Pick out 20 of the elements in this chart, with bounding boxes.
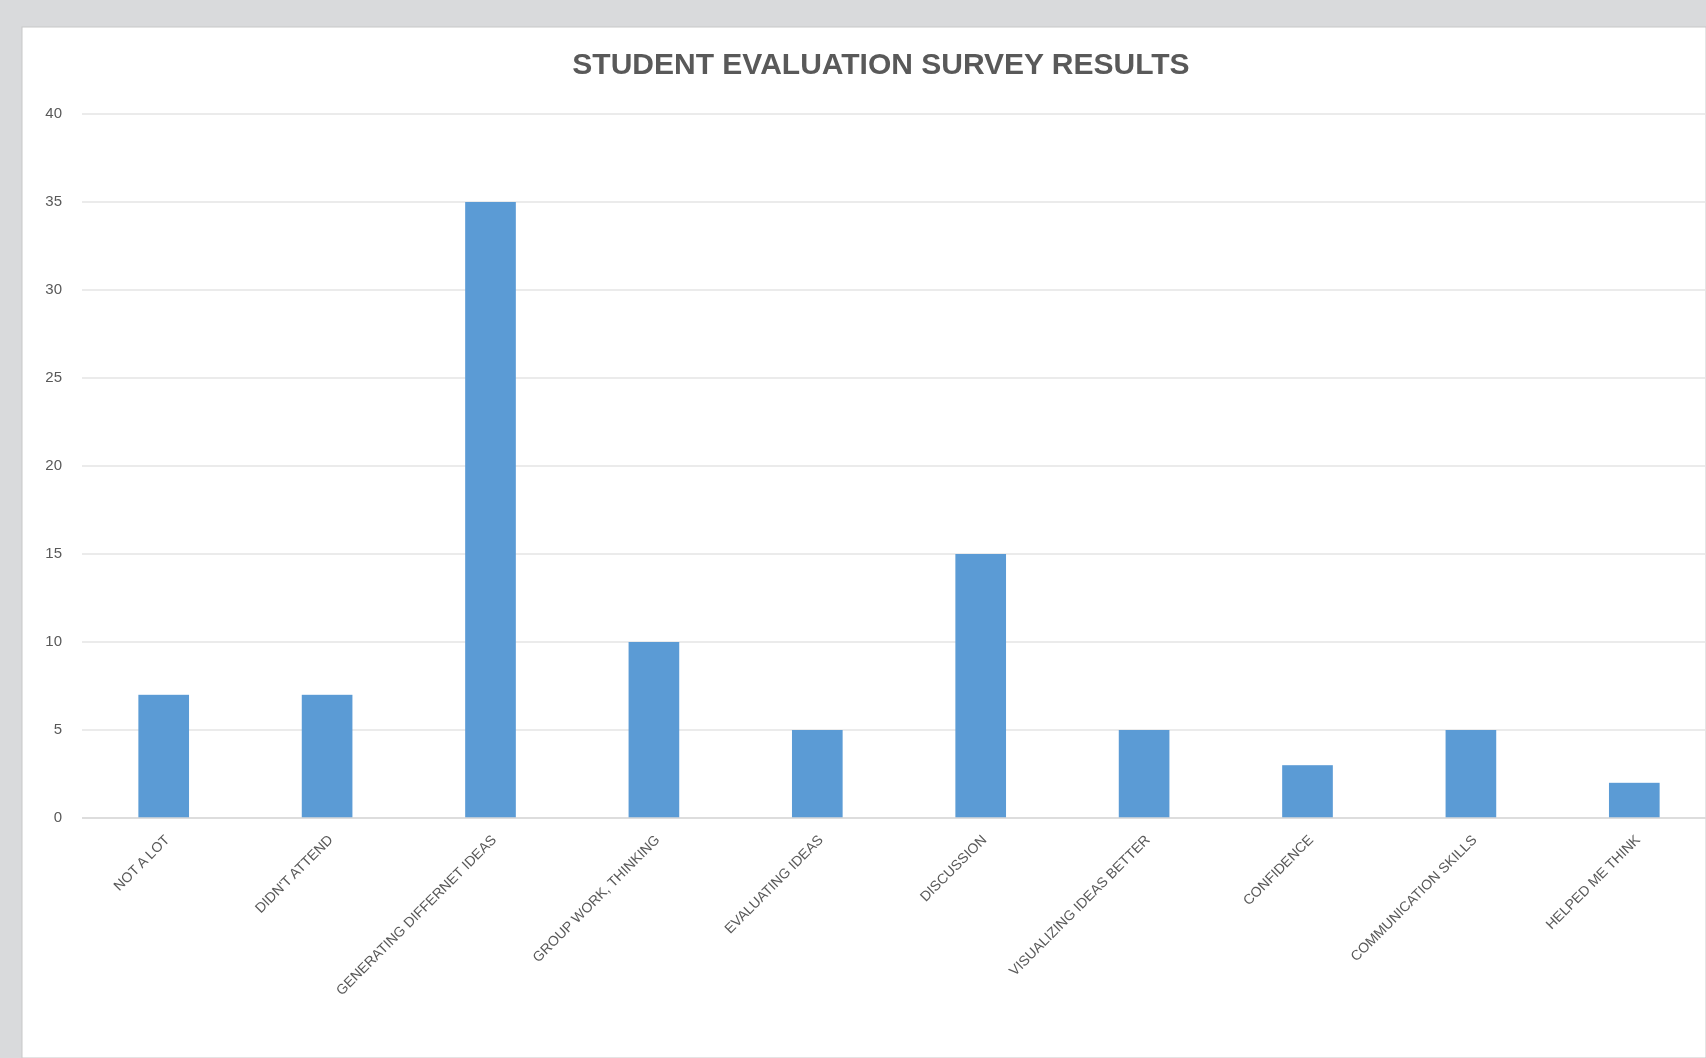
bar: [628, 642, 680, 818]
bar: [138, 694, 190, 818]
bar: [301, 694, 353, 818]
y-tick-label: 15: [45, 543, 62, 561]
y-tick-label: 10: [45, 631, 62, 649]
bar: [1282, 765, 1333, 818]
y-tick-label: 20: [45, 455, 62, 473]
y-tick-label: 5: [53, 719, 62, 737]
bar: [955, 554, 1007, 818]
bar: [1445, 730, 1497, 818]
y-tick-label: 40: [45, 103, 62, 121]
chart-title: STUDENT EVALUATION SURVEY RESULTS: [572, 46, 1190, 80]
y-tick-label: 30: [45, 279, 62, 297]
y-tick-label: 25: [45, 367, 62, 385]
y-tick-label: 35: [45, 191, 62, 209]
y-tick-label: 0: [53, 807, 62, 825]
bar: [791, 730, 843, 818]
bar: [1608, 782, 1660, 818]
bar: [1118, 730, 1170, 818]
bar: [465, 202, 516, 818]
